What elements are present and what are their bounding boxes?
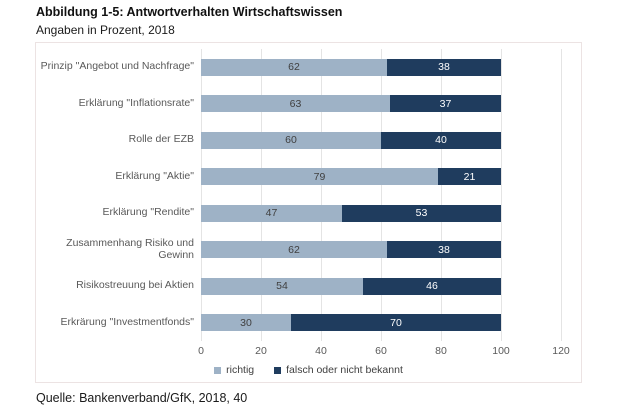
gridline-x-100 bbox=[501, 49, 502, 341]
legend-label-richtig: richtig bbox=[226, 364, 255, 376]
bar-segment-richtig: 60 bbox=[201, 131, 381, 149]
bar-segment-falsch: 38 bbox=[387, 58, 501, 76]
x-tick-label-0: 0 bbox=[198, 345, 204, 357]
bar-row: 60 40 bbox=[201, 131, 501, 149]
legend-label-falsch: falsch oder nicht bekannt bbox=[286, 364, 403, 376]
bar-segment-richtig: 79 bbox=[201, 168, 438, 186]
category-label: Rolle der EZB bbox=[128, 133, 194, 146]
bar-segment-falsch: 70 bbox=[291, 314, 501, 332]
chart-legend: richtig falsch oder nicht bekannt bbox=[36, 364, 581, 376]
chart-area: 62 38 63 37 60 40 79 21 47 53 62 38 54 46 30 70 0 20 40 60… bbox=[35, 42, 582, 383]
bar-segment-falsch: 40 bbox=[381, 131, 501, 149]
category-label: Erklärung "Rendite" bbox=[102, 206, 194, 219]
legend-item-falsch: falsch oder nicht bekannt bbox=[274, 364, 403, 376]
plot-area: 62 38 63 37 60 40 79 21 47 53 62 38 54 46 30 70 bbox=[201, 49, 562, 341]
legend-item-richtig: richtig bbox=[214, 364, 254, 376]
bar-segment-richtig: 47 bbox=[201, 204, 342, 222]
bar-row: 62 38 bbox=[201, 58, 501, 76]
legend-marker-richtig bbox=[214, 366, 222, 374]
gridline-x-40 bbox=[321, 49, 322, 341]
bar-segment-richtig: 62 bbox=[201, 241, 387, 259]
figure-title: Abbildung 1-5: Antwortverhalten Wirtscha… bbox=[36, 5, 343, 19]
x-tick-label-60: 60 bbox=[375, 345, 387, 357]
bar-segment-falsch: 53 bbox=[342, 204, 501, 222]
bar-segment-falsch: 37 bbox=[390, 95, 501, 113]
gridline-x-20 bbox=[261, 49, 262, 341]
category-label: Risikostreuung bei Aktien bbox=[76, 279, 194, 292]
x-tick-label-120: 120 bbox=[552, 345, 570, 357]
x-tick-label-100: 100 bbox=[492, 345, 510, 357]
category-label: Zusammenhang Risiko und Gewinn bbox=[66, 237, 194, 261]
figure-subtitle: Angaben in Prozent, 2018 bbox=[36, 23, 175, 37]
bar-segment-falsch: 21 bbox=[438, 168, 501, 186]
gridline-x-0 bbox=[201, 49, 202, 341]
gridline-x-80 bbox=[441, 49, 442, 341]
source-citation: Quelle: Bankenverband/GfK, 2018, 40 bbox=[36, 391, 248, 405]
x-tick-label-80: 80 bbox=[435, 345, 447, 357]
bar-segment-richtig: 63 bbox=[201, 95, 390, 113]
category-label: Prinzip "Angebot und Nachfrage" bbox=[40, 60, 194, 73]
x-axis: 0 20 40 60 80 100 120 bbox=[198, 345, 570, 359]
bar-row: 63 37 bbox=[201, 95, 501, 113]
category-label: Erklärung "Aktie" bbox=[115, 169, 194, 182]
legend-marker-falsch bbox=[274, 366, 282, 374]
bar-segment-richtig: 62 bbox=[201, 58, 387, 76]
bar-segment-richtig: 54 bbox=[201, 277, 363, 295]
category-label: Erklärung "Inflationsrate" bbox=[78, 96, 194, 109]
bar-row: 62 38 bbox=[201, 241, 501, 259]
bar-row: 54 46 bbox=[201, 277, 501, 295]
x-tick-label-20: 20 bbox=[255, 345, 267, 357]
gridline-x-120 bbox=[561, 49, 562, 341]
category-label: Erkrärung "Investmentfonds" bbox=[60, 315, 194, 328]
x-tick-label-40: 40 bbox=[315, 345, 327, 357]
bar-segment-richtig: 30 bbox=[201, 314, 291, 332]
gridline-x-60 bbox=[381, 49, 382, 341]
bar-row: 30 70 bbox=[201, 314, 501, 332]
bar-segment-falsch: 46 bbox=[363, 277, 501, 295]
bar-row: 47 53 bbox=[201, 204, 501, 222]
bar-segment-falsch: 38 bbox=[387, 241, 501, 259]
bar-row: 79 21 bbox=[201, 168, 501, 186]
